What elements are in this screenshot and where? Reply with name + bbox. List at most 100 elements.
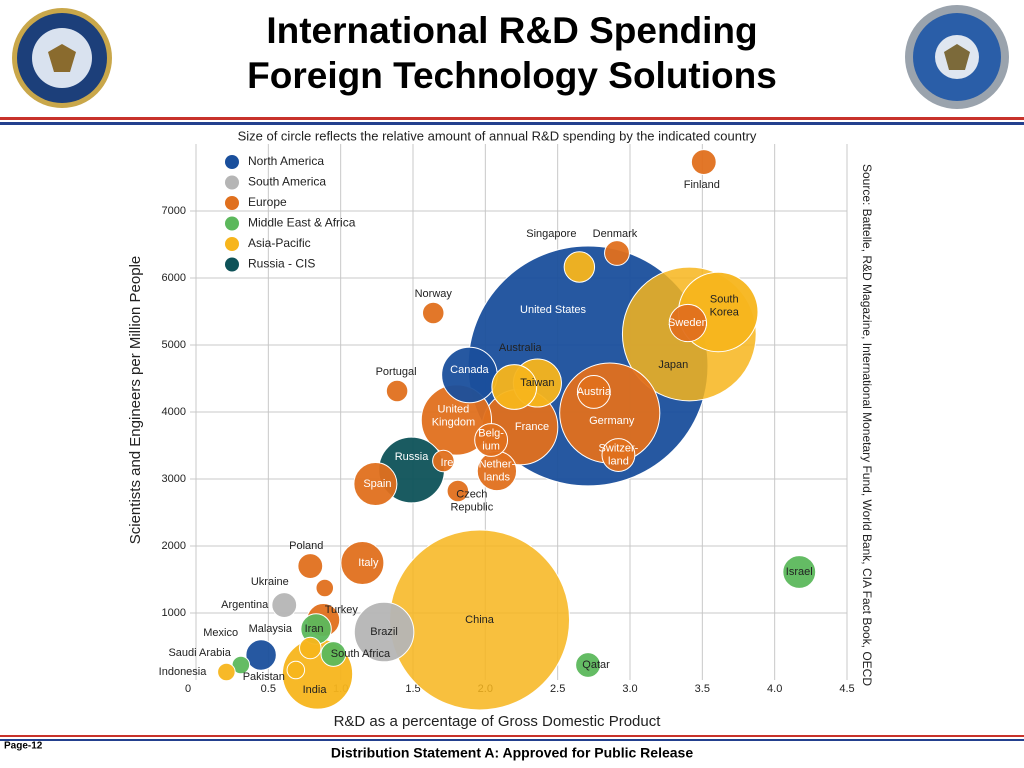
bubble-label: Turkey — [325, 604, 359, 616]
bubble-label: South — [710, 293, 739, 305]
x-tick-label: 1.5 — [405, 683, 420, 695]
bubbles: United States China Japan Germany SouthKorea… — [159, 149, 817, 711]
x-axis-label: R&D as a percentage of Gross Domestic Pr… — [334, 713, 662, 730]
bottom-rule-red — [0, 735, 1024, 737]
bubble — [604, 240, 630, 266]
bubble-label: Saudi Arabia — [168, 647, 231, 659]
y-axis-label: Scientists and Engineers per Million Peo… — [127, 256, 144, 545]
bubble — [690, 149, 717, 175]
bubble-label: Poland — [289, 540, 323, 552]
legend-label: Asia-Pacific — [248, 236, 311, 250]
x-tick-label: 4.5 — [839, 683, 854, 695]
y-tick-label: 6000 — [162, 272, 186, 284]
bubble — [575, 652, 601, 678]
bubble-label: Austria — [577, 386, 612, 398]
bubble-label: Russia — [395, 451, 430, 463]
right-seal — [905, 5, 1009, 109]
bubble-label: South Africa — [331, 648, 391, 660]
bubble-label: Indonesia — [159, 666, 208, 678]
bubble-label: Pakistan — [243, 671, 285, 683]
distribution-statement: Distribution Statement A: Approved for P… — [331, 745, 693, 761]
bubble — [217, 662, 236, 682]
bubble-label: Belg- — [478, 427, 504, 439]
bubble-label: Kingdom — [432, 416, 475, 428]
bubble — [576, 375, 611, 409]
legend-marker — [225, 155, 239, 169]
page-number: Page-12 — [4, 741, 43, 752]
bubble-label: Argentina — [221, 599, 269, 611]
bubble — [782, 555, 817, 589]
bubble-label: Australia — [499, 342, 543, 354]
bubble-label: Mexico — [203, 627, 238, 639]
x-tick-label: 0 — [185, 683, 191, 695]
legend-label: North America — [248, 154, 324, 168]
bubble-label: France — [515, 421, 549, 433]
bubble — [340, 541, 385, 586]
bubble-label: Ukraine — [251, 576, 289, 588]
legend-marker — [225, 237, 239, 251]
bubble-label: Qatar — [582, 659, 610, 671]
y-tick-label: 1000 — [162, 607, 186, 619]
bubble-label: ium — [482, 440, 500, 452]
bubble-label: United States — [520, 304, 587, 316]
bubble-label: Korea — [710, 306, 740, 318]
x-tick-label: 3.5 — [695, 683, 710, 695]
bubble-label: Singapore — [526, 228, 576, 240]
bubble-label: India — [303, 684, 328, 696]
bubble-label: Brazil — [370, 626, 398, 638]
bubble-label: Switzer- — [599, 442, 639, 454]
slide-title: International R&D Spending — [266, 10, 757, 51]
bubble — [421, 301, 445, 325]
legend-label: Middle East & Africa — [248, 216, 356, 230]
bubble — [474, 423, 509, 457]
bubble-label: Israel — [786, 566, 813, 578]
bubble — [299, 636, 322, 660]
bubble-label: Japan — [658, 359, 688, 371]
bubble-label: Italy — [358, 557, 379, 569]
legend-label: Russia - CIS — [248, 257, 315, 271]
source-note: Source: Battelle, R&D Magazine, Internat… — [860, 164, 874, 686]
bubble — [491, 364, 538, 410]
bubble — [315, 578, 335, 598]
x-tick-label: 2.5 — [550, 683, 565, 695]
bubble — [385, 379, 409, 403]
bubble-label: Denmark — [593, 228, 638, 240]
legend-label: South America — [248, 175, 326, 189]
bubble-label: Czech — [456, 488, 487, 500]
legend-marker — [225, 257, 239, 272]
x-tick-label: 0.5 — [261, 683, 276, 695]
bubble-label: Spain — [363, 478, 391, 490]
bubble — [563, 251, 596, 283]
bubble-label: Norway — [415, 288, 453, 300]
slide-subtitle: Foreign Technology Solutions — [247, 55, 777, 96]
legend-marker — [225, 175, 239, 190]
bubble — [320, 641, 347, 667]
bubble — [245, 639, 277, 671]
chart-title: Size of circle reflects the relative amo… — [238, 128, 757, 143]
bubble-label: lands — [484, 471, 511, 483]
bubble-label: Iran — [305, 623, 324, 635]
y-tick-label: 5000 — [162, 339, 186, 351]
y-tick-label: 2000 — [162, 540, 186, 552]
bubble-label: Ireland — [441, 457, 475, 469]
bubble — [286, 660, 306, 680]
bubble — [668, 303, 707, 343]
x-tick-label: 4.0 — [767, 683, 782, 695]
y-tick-label: 7000 — [162, 205, 186, 217]
bottom-rule-blue — [0, 739, 1024, 741]
bubble — [353, 462, 398, 507]
legend-marker — [225, 196, 239, 210]
bubble — [446, 479, 470, 503]
bubble-label: Germany — [589, 415, 635, 427]
bubble-label: Canada — [450, 364, 489, 376]
bubble-label: Portugal — [376, 366, 417, 378]
bubble-label: Sweden — [668, 317, 708, 329]
y-tick-label: 3000 — [162, 473, 186, 485]
bubble-label: land — [608, 455, 629, 467]
bubble-label: Nether- — [479, 458, 516, 470]
x-tick-label: 3.0 — [622, 683, 637, 695]
top-rule-blue — [0, 122, 1024, 125]
bubble — [271, 592, 298, 618]
